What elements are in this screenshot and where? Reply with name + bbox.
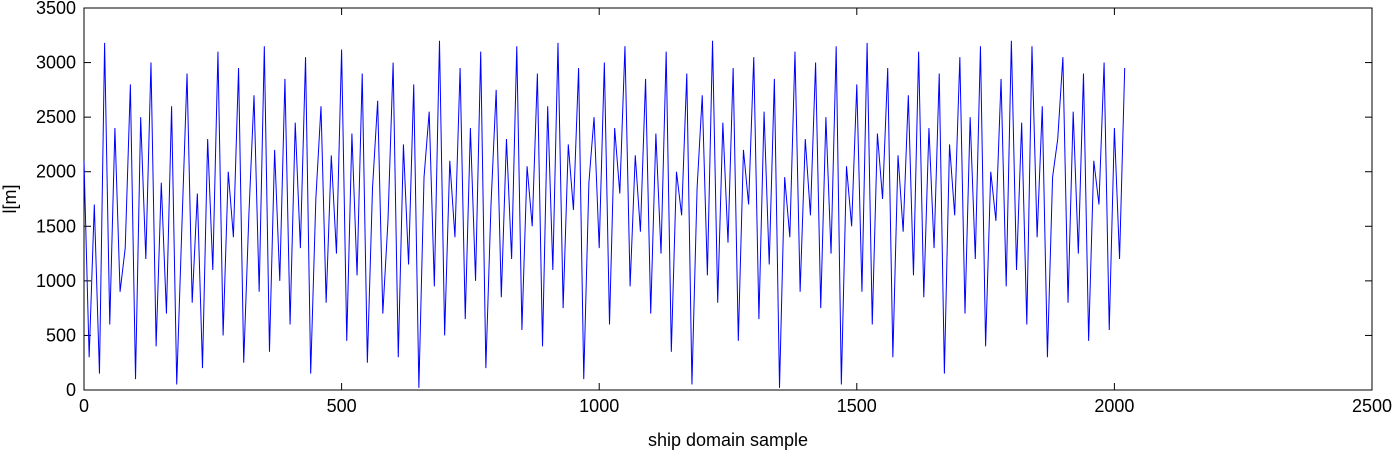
data-line: [83, 40, 1126, 388]
y-tick-label: 3000: [36, 53, 76, 73]
y-tick-label: 0: [66, 380, 76, 400]
y-tick-label: 500: [46, 325, 76, 345]
y-tick-label: 3500: [36, 0, 76, 18]
y-axis-label: l[m]: [0, 185, 20, 214]
plot-frame: [83, 7, 1373, 391]
x-tick-label: 2500: [1352, 396, 1392, 416]
x-tick-label: 1500: [837, 396, 877, 416]
y-tick-label: 2000: [36, 162, 76, 182]
x-tick-label: 2000: [1094, 396, 1134, 416]
y-tick-label: 2500: [36, 107, 76, 127]
x-axis-label: ship domain sample: [648, 430, 808, 450]
x-tick-label: 0: [79, 396, 89, 416]
x-tick-label: 1000: [579, 396, 619, 416]
y-tick-label: 1000: [36, 271, 76, 291]
y-tick-label: 1500: [36, 216, 76, 236]
x-tick-label: 500: [327, 396, 357, 416]
